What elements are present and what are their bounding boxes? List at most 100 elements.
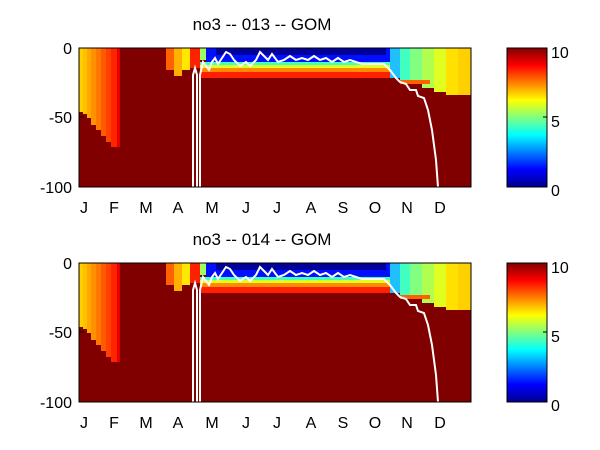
heatmap-cell <box>79 48 83 112</box>
x-tick-label: D <box>434 415 446 432</box>
y-tick-label: 0 <box>63 256 72 273</box>
heatmap-cell <box>400 80 430 84</box>
heatmap-cell <box>182 263 190 285</box>
colorbar-scale <box>506 262 548 403</box>
heatmap-cell <box>174 263 182 291</box>
y-tick-label: -50 <box>49 325 72 342</box>
colorbar-tick-label: 5 <box>551 114 560 131</box>
x-tick-label: S <box>338 200 349 217</box>
heatmap-area <box>79 263 471 402</box>
heatmap-cell <box>79 263 83 327</box>
heatmap-band <box>216 48 386 55</box>
heatmap-band <box>200 283 396 287</box>
x-tick-label: F <box>109 200 119 217</box>
heatmap-cell <box>96 263 101 345</box>
heatmap-cell <box>400 48 410 80</box>
heatmap-cell <box>111 48 117 147</box>
colorbar: 10 5 0 <box>506 45 569 200</box>
x-tick-label: M <box>205 415 218 432</box>
heatmap-cell <box>117 263 120 362</box>
heatmap-cell <box>101 48 106 136</box>
heatmap-band <box>200 72 396 78</box>
chart-title: no3 -- 013 -- GOM <box>193 15 332 34</box>
heatmap-band <box>200 65 396 68</box>
x-tick-label: F <box>109 415 119 432</box>
colorbar-tick-label: 10 <box>551 45 569 62</box>
colorbar-tick-label: 0 <box>551 398 560 415</box>
x-tick-label: N <box>401 415 413 432</box>
heatmap-cell <box>400 263 410 295</box>
heatmap-cell <box>422 263 434 303</box>
heatmap-cell <box>446 263 458 310</box>
heatmap-band <box>200 287 396 293</box>
heatmap-cell <box>190 48 200 68</box>
heatmap-band <box>200 280 396 283</box>
heatmap-cell <box>390 48 400 78</box>
heatmap-cell <box>83 48 87 114</box>
x-tick-label: A <box>306 200 317 217</box>
heatmap-band <box>200 277 396 280</box>
heatmap-cell <box>400 295 430 299</box>
x-tick-label: S <box>338 415 349 432</box>
y-tick-label: -50 <box>49 110 72 127</box>
heatmap-cell <box>106 48 111 142</box>
x-axis: J F M A M J J A S O N D <box>80 200 446 217</box>
heatmap-cell <box>190 263 200 283</box>
heatmap-band <box>216 263 386 270</box>
colorbar: 10 5 0 <box>506 260 569 415</box>
x-tick-label: M <box>139 200 152 217</box>
heatmap-cell <box>434 263 446 307</box>
x-tick-label: A <box>173 415 184 432</box>
heatmap-cell <box>87 263 91 333</box>
x-tick-label: A <box>306 415 317 432</box>
x-tick-label: M <box>205 200 218 217</box>
mixed-layer-contour <box>192 265 439 402</box>
heatmap-cell <box>101 263 106 351</box>
x-tick-label: J <box>242 200 250 217</box>
heatmap-cell <box>390 263 400 293</box>
x-tick-label: O <box>369 415 381 432</box>
heatmap-cell <box>458 48 471 95</box>
heatmap-area <box>79 48 471 187</box>
y-axis: 0 -50 -100 <box>40 256 84 412</box>
y-tick-label: 0 <box>63 41 72 58</box>
x-tick-label: M <box>139 415 152 432</box>
heatmap-cell <box>410 48 422 84</box>
heatmap-cell <box>83 263 87 329</box>
heatmap-cell <box>166 48 174 70</box>
heatmap-cell <box>106 263 111 357</box>
panel-014: no3 -- 014 -- GOM <box>40 230 569 432</box>
heatmap-cell <box>422 48 434 88</box>
x-tick-label: J <box>80 415 88 432</box>
colorbar-tick-label: 5 <box>551 329 560 346</box>
heatmap-cell <box>91 263 96 340</box>
x-tick-label: J <box>273 200 281 217</box>
x-tick-label: J <box>273 415 281 432</box>
heatmap-cell <box>96 48 101 130</box>
heatmap-cell <box>91 48 96 125</box>
heatmap-cell <box>410 263 422 299</box>
heatmap-band <box>200 68 396 72</box>
heatmap-cell <box>111 263 117 362</box>
x-axis: J F M A M J J A S O N D <box>80 415 446 432</box>
x-tick-label: O <box>369 200 381 217</box>
x-tick-label: A <box>173 200 184 217</box>
y-tick-label: -100 <box>40 180 72 197</box>
heatmap-band <box>200 62 396 65</box>
panel-013: no3 -- 013 -- GOM <box>40 15 569 217</box>
y-tick-label: -100 <box>40 395 72 412</box>
x-tick-label: J <box>242 415 250 432</box>
colorbar-tick-label: 10 <box>551 260 569 277</box>
heatmap-cell <box>458 263 471 310</box>
heatmap-cell <box>174 48 182 76</box>
chart-title: no3 -- 014 -- GOM <box>193 230 332 249</box>
heatmap-cell <box>117 48 120 147</box>
colorbar-scale <box>506 47 548 188</box>
heatmap-cell <box>166 263 174 285</box>
colorbar-tick-label: 0 <box>551 183 560 200</box>
x-tick-label: J <box>80 200 88 217</box>
x-tick-label: D <box>434 200 446 217</box>
y-axis: 0 -50 -100 <box>40 41 84 197</box>
heatmap-cell <box>182 48 190 70</box>
